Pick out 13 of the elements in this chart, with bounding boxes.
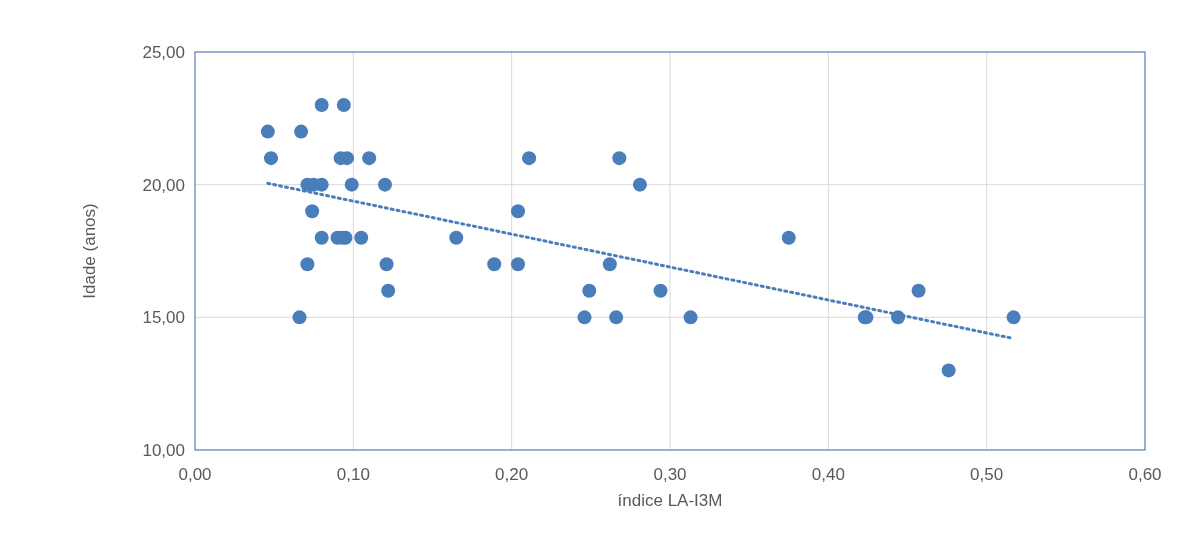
y-tick-label: 20,00	[142, 175, 185, 195]
x-tick-label: 0,60	[1128, 465, 1162, 484]
x-tick-label: 0,10	[336, 465, 370, 484]
y-axis-title: Idade (anos)	[80, 203, 99, 299]
x-tick-label: 0,30	[653, 465, 687, 484]
x-tick-label: 0,50	[970, 465, 1004, 484]
x-tick-label: 0,40	[811, 465, 845, 484]
x-tick-label: 0,20	[495, 465, 529, 484]
y-tick-label: 25,00	[142, 42, 185, 62]
x-axis-title: índice LA-I3M	[617, 491, 723, 510]
x-tick-label: 0,00	[178, 465, 212, 484]
y-tick-label: 10,00	[142, 440, 185, 460]
y-tick-label: 15,00	[142, 308, 185, 328]
